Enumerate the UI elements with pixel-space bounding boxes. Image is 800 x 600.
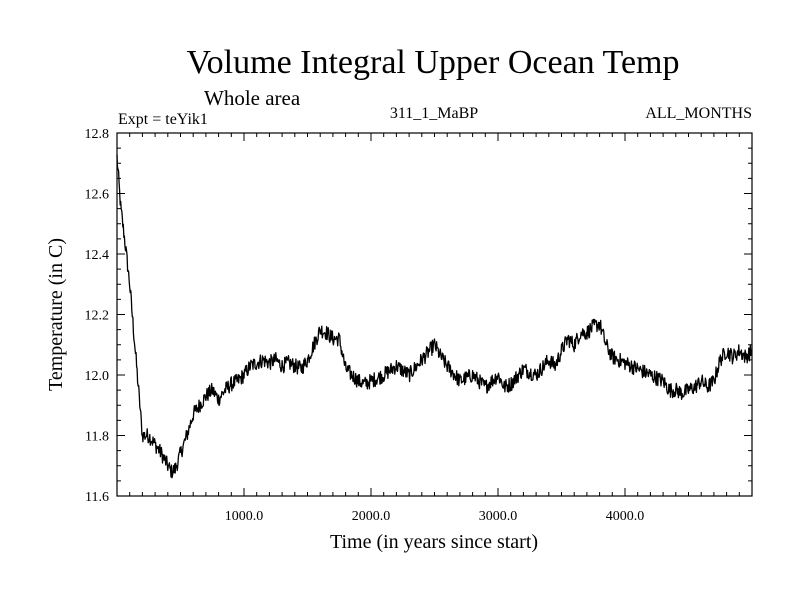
y-tick-label: 12.8 <box>85 127 110 142</box>
y-tick-label: 12.0 <box>85 369 110 384</box>
y-tick-label: 12.4 <box>85 248 110 263</box>
x-tick-label: 2000.0 <box>352 509 391 524</box>
y-tick-label: 11.6 <box>85 490 109 505</box>
axis-ticks: 1000.0 2000.0 3000.0 4000.0 11.6 11.8 12.0 12.2… <box>85 127 752 524</box>
x-tick-label: 1000.0 <box>225 509 264 524</box>
y-tick-label: 12.2 <box>85 309 110 324</box>
series-line <box>116 154 753 479</box>
y-tick-label: 11.8 <box>85 430 109 445</box>
data-layer <box>116 154 753 479</box>
chart-title: Volume Integral Upper Ocean Temp <box>187 44 680 81</box>
experiment-label: Expt = teYik1 <box>118 111 208 128</box>
x-tick-label: 3000.0 <box>479 509 518 524</box>
y-axis-label: Temperature (in C) <box>45 238 67 391</box>
chart-subtitle: Whole area <box>204 86 301 110</box>
x-axis-label: Time (in years since start) <box>330 531 538 553</box>
period-label: ALL_MONTHS <box>645 105 752 122</box>
x-tick-label: 4000.0 <box>606 509 645 524</box>
y-tick-label: 12.6 <box>85 188 110 203</box>
plot-frame <box>116 132 753 497</box>
run-label: 311_1_MaBP <box>390 105 478 122</box>
